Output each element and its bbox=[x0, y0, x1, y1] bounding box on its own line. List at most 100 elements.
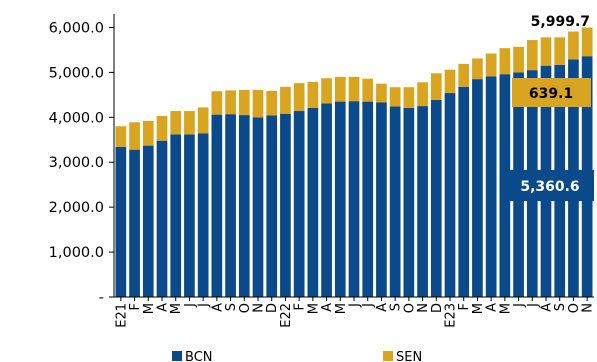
bar-sen bbox=[334, 76, 346, 102]
bar-sen bbox=[458, 63, 470, 87]
bar-bcn bbox=[293, 111, 305, 297]
x-tick-label: N bbox=[416, 303, 431, 313]
bar-sen bbox=[554, 37, 566, 65]
bar-sen bbox=[513, 46, 524, 73]
x-tick-label: M bbox=[334, 303, 349, 314]
y-tick-label: 3,000.0 bbox=[49, 155, 104, 171]
bar-bcn bbox=[211, 114, 223, 298]
x-tick-label: A bbox=[210, 303, 225, 312]
bar-sen bbox=[430, 73, 442, 100]
bar-sen bbox=[225, 90, 236, 115]
x-tick-label: A bbox=[375, 303, 390, 312]
x-tick-label: N bbox=[252, 303, 267, 313]
bar-sen bbox=[581, 27, 593, 57]
bar-bcn bbox=[376, 102, 387, 298]
x-tick-label: M bbox=[471, 303, 486, 314]
x-tick-label: E23 bbox=[444, 303, 459, 328]
bar-sen bbox=[362, 78, 374, 102]
x-tick-label: N bbox=[581, 303, 596, 313]
bar-sen bbox=[197, 107, 209, 134]
bar-bcn bbox=[444, 93, 456, 297]
sen-callout-box bbox=[512, 78, 591, 107]
bar-sen bbox=[293, 83, 305, 112]
bar-bcn bbox=[184, 134, 195, 297]
x-tick-label: O bbox=[402, 303, 417, 313]
legend-label-sen: SEN bbox=[396, 350, 422, 362]
legend-label-bcn: BCN bbox=[185, 350, 213, 362]
bar-bcn bbox=[334, 101, 346, 297]
x-tick-label: M bbox=[498, 303, 513, 314]
bar-sen bbox=[307, 81, 319, 108]
x-tick-label: E21 bbox=[114, 303, 129, 328]
x-tick-label: F bbox=[457, 303, 472, 310]
y-axis: - 1,000.0 2,000.0 3,000.0 4,000.0 5,000.0 6,00… bbox=[49, 14, 115, 306]
legend-swatch-bcn bbox=[172, 351, 182, 361]
bar-bcn bbox=[362, 101, 374, 297]
y-tick-label: 5,000.0 bbox=[49, 65, 104, 81]
bar-sen bbox=[376, 83, 387, 103]
bar-bcn bbox=[485, 76, 497, 297]
y-tick-label: 1,000.0 bbox=[49, 245, 104, 261]
bar-bcn bbox=[389, 106, 401, 297]
legend-swatch-sen bbox=[383, 351, 393, 361]
x-tick-label: F bbox=[128, 303, 143, 310]
bar-sen bbox=[472, 58, 483, 80]
x-tick-label: S bbox=[224, 303, 239, 311]
bar-bcn bbox=[252, 117, 264, 297]
x-tick-label: O bbox=[238, 303, 253, 313]
bar-bcn bbox=[321, 103, 332, 297]
x-tick-label: S bbox=[389, 303, 404, 311]
bars bbox=[115, 27, 593, 298]
bcn-callout-label: 5,360.6 bbox=[520, 179, 579, 195]
bcn-callout-box bbox=[507, 170, 594, 201]
bar-sen bbox=[444, 69, 456, 94]
bar-bcn bbox=[458, 86, 470, 298]
bar-sen bbox=[115, 126, 127, 147]
bar-sen bbox=[499, 48, 511, 75]
bar-sen bbox=[280, 86, 291, 114]
bar-bcn bbox=[225, 114, 236, 297]
bar-sen bbox=[321, 78, 332, 104]
bar-sen bbox=[540, 37, 552, 66]
x-tick-label: M bbox=[306, 303, 321, 314]
y-tick-label: 4,000.0 bbox=[49, 110, 104, 126]
bar-sen bbox=[129, 122, 140, 150]
bar-sen bbox=[266, 90, 278, 116]
bar-sen bbox=[389, 87, 401, 107]
x-axis: E21FMAMJJASONDE22FMAMJJASONDE23FMAMJJASO… bbox=[114, 296, 596, 328]
bar-sen bbox=[252, 89, 264, 118]
x-tick-label: E22 bbox=[279, 303, 294, 328]
bar-bcn bbox=[156, 140, 168, 297]
x-tick-label: J bbox=[526, 303, 541, 308]
bar-bcn bbox=[417, 106, 428, 297]
y-tick-label: 2,000.0 bbox=[49, 200, 104, 216]
total-label: 5,999.7 bbox=[531, 14, 590, 30]
bar-bcn bbox=[170, 134, 182, 297]
x-tick-label: A bbox=[485, 303, 500, 312]
bar-bcn bbox=[266, 115, 278, 298]
x-tick-label: A bbox=[540, 303, 555, 312]
x-tick-label: J bbox=[361, 303, 376, 308]
bar-bcn bbox=[499, 74, 511, 297]
sen-callout-label: 639.1 bbox=[529, 86, 573, 102]
bar-sen bbox=[403, 87, 415, 108]
x-tick-label: J bbox=[512, 303, 527, 308]
x-tick-label: A bbox=[320, 303, 335, 312]
bar-sen bbox=[211, 91, 223, 115]
x-tick-label: F bbox=[293, 303, 308, 310]
x-tick-label: M bbox=[169, 303, 184, 314]
bar-bcn bbox=[472, 79, 483, 297]
bar-bcn bbox=[403, 107, 415, 297]
bar-sen bbox=[568, 31, 579, 60]
bar-bcn bbox=[307, 107, 319, 297]
bar-bcn bbox=[348, 101, 360, 298]
bar-bcn bbox=[129, 149, 140, 297]
legend: BCN SEN bbox=[172, 350, 422, 362]
callouts: 5,999.7 639.1 5,360.6 bbox=[507, 14, 594, 201]
x-tick-label: S bbox=[553, 303, 568, 311]
bar-sen bbox=[238, 89, 250, 116]
x-tick-label: J bbox=[348, 303, 363, 308]
bar-sen bbox=[348, 76, 360, 102]
